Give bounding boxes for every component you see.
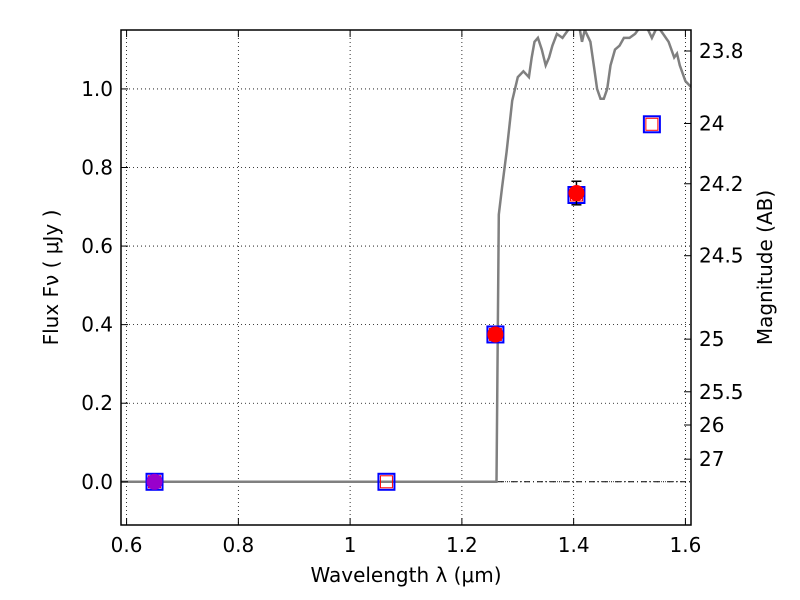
y2-tick-label: 24.2 [699,172,744,196]
y-tick-label: 0.0 [81,470,113,494]
y-axis-label: Flux Fν ( μJy ) [39,210,63,346]
x-tick-label: 0.8 [222,533,254,557]
y-tick-label: 1.0 [81,77,113,101]
x-tick-label: 1.6 [670,533,702,557]
data-layer [121,30,691,491]
x-axis-label: Wavelength λ (μm) [310,563,501,587]
grid-lines [121,30,691,525]
y2-tick-label: 25 [699,327,724,351]
model-photometry-inner-square [645,117,659,131]
axis-ticks: 0.6 0.8 1 1.2 1.4 1.6 0.0 0.2 0.4 0.6 0.8 1.0 23.8 24… [81,30,744,557]
y2-tick-label: 27 [699,447,724,471]
x-tick-label: 1.4 [558,533,590,557]
y2-tick-label: 24.5 [699,244,744,268]
y-tick-label: 0.6 [81,234,113,258]
model-spectrum-line [121,30,691,484]
model-photometry-square [642,115,661,134]
x-tick-label: 0.6 [111,533,143,557]
observed-flux-point [146,473,163,490]
x-tick-label: 1 [344,533,357,557]
y2-axis-label: Magnitude (AB) [753,190,777,345]
observed-flux-point [568,185,585,202]
y2-tick-label: 24 [699,111,724,135]
y-tick-label: 0.8 [81,156,113,180]
y2-tick-label: 25.5 [699,380,744,404]
model-photometry-square [377,472,396,491]
model-photometry-inner-square [379,475,393,489]
observed-flux-point [487,326,504,343]
plot-frame [120,29,692,526]
y2-tick-label: 26 [699,413,724,437]
y-tick-label: 0.4 [81,313,113,337]
y2-tick-label: 23.8 [699,39,744,63]
y-tick-label: 0.2 [81,391,113,415]
x-tick-label: 1.2 [446,533,478,557]
